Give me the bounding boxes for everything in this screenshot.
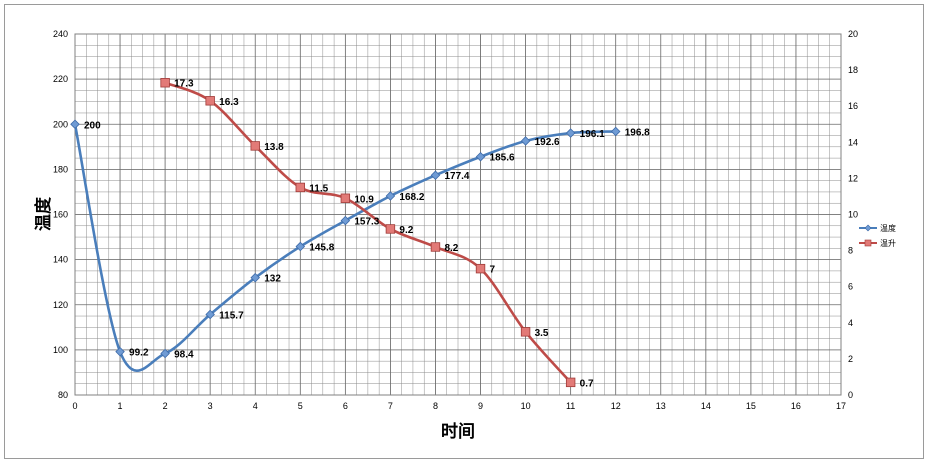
data-label: 3.5 xyxy=(535,328,549,339)
x-tick-label: 2 xyxy=(163,401,168,411)
data-label: 98.4 xyxy=(174,349,194,360)
gridlines xyxy=(74,33,842,396)
data-label: 115.7 xyxy=(219,310,244,321)
y-tick-label: 180 xyxy=(53,164,68,174)
y2-tick-label: 8 xyxy=(848,246,853,256)
data-label: 13.8 xyxy=(264,142,284,153)
data-labels: 200 99.2 98.4 115.7 132 145.8 157.3 168.2 177.4 1… xyxy=(84,79,650,390)
y-tick-label: 100 xyxy=(53,345,68,355)
legend-entry: 温度 xyxy=(880,223,896,233)
temperature-point xyxy=(70,119,80,130)
x-tick-label: 7 xyxy=(388,401,393,411)
y2-tick-label: 10 xyxy=(848,210,858,220)
data-label: 8.2 xyxy=(444,243,458,254)
x-tick-label: 9 xyxy=(478,401,483,411)
plot-border xyxy=(74,33,842,396)
temperature-rise-point xyxy=(160,78,170,88)
x-tick-label: 11 xyxy=(566,401,575,411)
temperature-point xyxy=(160,348,170,359)
temperature-point xyxy=(115,346,125,357)
y2-tick-label: 18 xyxy=(848,65,858,75)
temperature-rise-point xyxy=(205,96,215,106)
data-label: 10.9 xyxy=(354,194,374,205)
y-axis-title: 温度 xyxy=(33,196,54,231)
x-tick-label: 15 xyxy=(746,401,756,411)
y-tick-label: 80 xyxy=(58,390,68,400)
temperature-rise-point xyxy=(250,141,260,151)
y2-tick-label: 2 xyxy=(848,354,853,364)
data-label: 17.3 xyxy=(174,79,194,90)
x-tick-label: 6 xyxy=(343,401,348,411)
y-tick-label: 200 xyxy=(53,119,68,129)
y2-tick-label: 4 xyxy=(848,318,853,328)
temperature-point xyxy=(475,151,486,162)
y-tick-label: 220 xyxy=(53,74,68,84)
temperature-point xyxy=(520,136,531,146)
data-label: 7 xyxy=(490,265,496,276)
x-tick-label: 5 xyxy=(298,401,303,411)
x-tick-label: 14 xyxy=(701,401,711,411)
data-label: 99.2 xyxy=(129,348,149,359)
x-tick-label: 1 xyxy=(118,401,123,411)
data-label: 145.8 xyxy=(309,243,334,254)
data-label: 168.2 xyxy=(399,192,424,203)
temperature-rise-point xyxy=(340,193,351,203)
data-label: 196.8 xyxy=(625,127,650,138)
x-tick-label: 17 xyxy=(836,401,846,411)
data-label: 196.1 xyxy=(580,129,605,140)
temperature-point xyxy=(565,128,576,138)
series-layer xyxy=(70,78,621,388)
temperature-point xyxy=(250,272,261,283)
temperature-rise-point xyxy=(565,377,576,388)
legend-entry: 温升 xyxy=(880,239,896,248)
y-tick-label: 140 xyxy=(53,255,68,265)
data-label: 132 xyxy=(264,274,281,285)
temperature-point xyxy=(295,241,306,252)
temperature-point xyxy=(610,126,621,137)
x-tick-label: 12 xyxy=(611,401,621,411)
axes: 0 1 2 3 4 5 6 7 8 9 10 11 12 13 14 15 16 1780100120140160… xyxy=(53,29,858,411)
y-tick-label: 240 xyxy=(53,29,68,39)
legend-marker-diamond xyxy=(864,224,872,232)
data-label: 16.3 xyxy=(219,97,239,108)
y-tick-label: 160 xyxy=(53,210,68,220)
temperature-rise-point xyxy=(520,327,531,337)
temperature-point xyxy=(205,309,215,320)
x-tick-label: 8 xyxy=(433,401,438,411)
temperature-point xyxy=(430,170,441,181)
data-label: 192.6 xyxy=(535,137,560,148)
series-line-2 xyxy=(164,81,572,384)
x-tick-label: 4 xyxy=(253,401,258,411)
y-tick-label: 120 xyxy=(53,300,68,310)
x-tick-label: 16 xyxy=(791,401,801,411)
temperature-rise-point xyxy=(430,242,441,252)
y2-tick-label: 20 xyxy=(848,29,858,39)
x-tick-label: 0 xyxy=(72,401,77,411)
y2-tick-label: 14 xyxy=(848,137,858,147)
temperature-point xyxy=(340,215,351,226)
x-tick-label: 10 xyxy=(521,401,531,411)
legend-marker-square xyxy=(864,239,872,247)
y2-tick-label: 6 xyxy=(848,282,853,292)
data-label: 11.5 xyxy=(309,183,328,194)
x-tick-label: 3 xyxy=(208,401,213,411)
x-axis-title: 时间 xyxy=(441,421,475,442)
data-label: 157.3 xyxy=(354,217,379,228)
y2-tick-label: 0 xyxy=(848,390,853,400)
temperature-rise-point xyxy=(385,224,396,234)
y2-tick-label: 16 xyxy=(848,101,858,111)
x-tick-label: 13 xyxy=(656,401,666,411)
temperature-rise-point xyxy=(475,263,486,274)
data-label: 200 xyxy=(84,120,101,131)
y2-tick-label: 12 xyxy=(848,173,858,183)
temperature-point xyxy=(385,191,396,201)
data-label: 0.7 xyxy=(580,378,594,389)
temperature-rise-point xyxy=(295,182,305,193)
data-label: 185.6 xyxy=(490,153,515,164)
series-line-1 xyxy=(73,123,616,372)
data-label: 9.2 xyxy=(399,225,413,236)
data-label: 177.4 xyxy=(444,171,469,182)
